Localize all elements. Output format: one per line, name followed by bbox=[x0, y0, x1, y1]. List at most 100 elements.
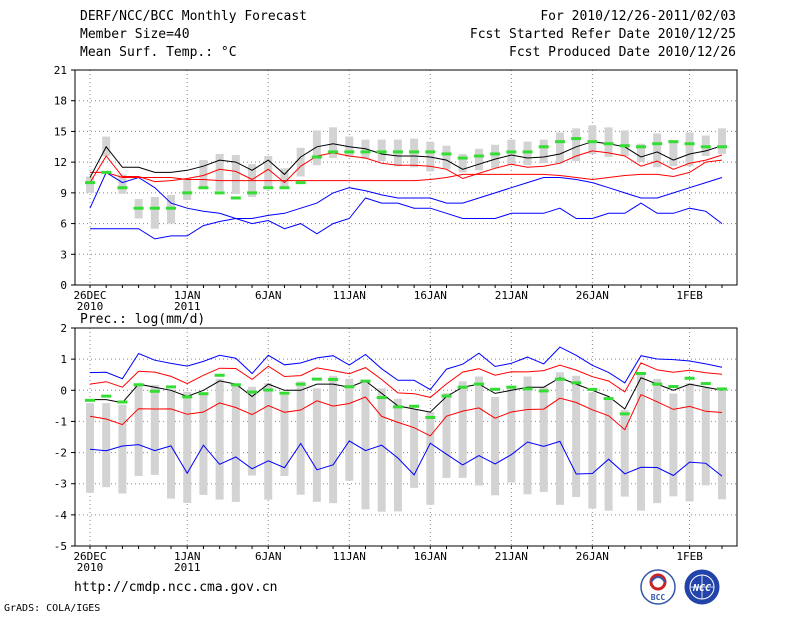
bcc-logo-text: BCC bbox=[651, 593, 666, 602]
box-whisker bbox=[361, 139, 370, 160]
lower-spread-line bbox=[89, 393, 723, 437]
min-line bbox=[89, 440, 723, 477]
median-marker bbox=[328, 150, 339, 154]
median-marker bbox=[279, 391, 290, 395]
box-whisker bbox=[523, 376, 532, 495]
y-tick-label: 9 bbox=[60, 187, 67, 200]
box-whisker bbox=[329, 375, 338, 504]
box-whisker bbox=[312, 388, 321, 502]
box-whisker bbox=[474, 376, 483, 486]
median-marker bbox=[635, 371, 646, 375]
box-whisker bbox=[86, 176, 94, 193]
median-marker bbox=[425, 150, 436, 154]
y-tick-label: -2 bbox=[54, 447, 67, 460]
median-marker bbox=[457, 385, 468, 389]
box-whisker bbox=[604, 400, 613, 511]
median-marker bbox=[376, 150, 387, 154]
median-marker bbox=[538, 145, 549, 149]
median-marker bbox=[214, 191, 225, 195]
x-tick-label: 16JAN bbox=[414, 550, 447, 563]
box-whisker bbox=[86, 403, 94, 493]
median-marker bbox=[166, 385, 177, 389]
median-marker bbox=[603, 142, 614, 146]
median-marker bbox=[214, 373, 225, 377]
median-marker bbox=[700, 382, 711, 386]
y-tick-label: 3 bbox=[60, 248, 67, 261]
y-tick-label: 1 bbox=[60, 353, 67, 366]
x-tick-label: 1FEB bbox=[676, 289, 703, 302]
median-marker bbox=[473, 154, 484, 158]
median-marker bbox=[490, 152, 501, 156]
box-whisker bbox=[685, 383, 694, 502]
median-marker bbox=[441, 152, 452, 156]
box-whisker bbox=[523, 141, 532, 166]
upper-spread-line bbox=[89, 362, 723, 398]
median-marker bbox=[409, 404, 420, 408]
box-whisker bbox=[442, 145, 451, 170]
median-marker bbox=[441, 394, 452, 398]
median-marker bbox=[117, 186, 128, 190]
median-marker bbox=[684, 376, 695, 380]
box-whisker bbox=[572, 128, 581, 162]
header-left: DERF/NCC/BCC Monthly Forecast Member Siz… bbox=[80, 8, 307, 62]
y-tick-label: 0 bbox=[60, 384, 67, 397]
median-marker bbox=[587, 140, 598, 144]
y-tick-label: -3 bbox=[54, 478, 67, 491]
median-marker bbox=[538, 389, 549, 393]
median-marker bbox=[700, 145, 711, 149]
box-whisker bbox=[134, 385, 143, 477]
variable-label: Mean Surf. Temp.: °C bbox=[80, 45, 237, 60]
median-marker bbox=[652, 142, 663, 146]
y-tick-label: -1 bbox=[54, 415, 67, 428]
box-whisker bbox=[491, 144, 500, 169]
min-line bbox=[90, 177, 723, 240]
x-tick-label: 21JAN bbox=[495, 550, 528, 563]
box-whisker bbox=[377, 139, 386, 162]
box-whisker bbox=[280, 168, 289, 187]
y-tick-label: -5 bbox=[54, 540, 67, 553]
logos: BCC NCC bbox=[640, 569, 720, 605]
median-marker bbox=[376, 396, 387, 400]
median-marker bbox=[635, 145, 646, 149]
box-whisker bbox=[199, 393, 208, 495]
x-tick-label: 11JAN bbox=[333, 550, 366, 563]
y-tick-label: 0 bbox=[60, 279, 67, 292]
median-marker bbox=[295, 181, 306, 185]
box-whisker bbox=[620, 410, 629, 497]
box-whisker bbox=[718, 128, 726, 154]
box-whisker bbox=[701, 387, 710, 486]
box-whisker bbox=[361, 380, 370, 510]
median-marker bbox=[490, 387, 501, 391]
median-marker bbox=[619, 412, 630, 416]
source-url[interactable]: http://cmdp.ncc.cma.gov.cn bbox=[74, 580, 278, 595]
x-tick-label: 26DEC bbox=[73, 550, 106, 563]
box-whisker bbox=[410, 409, 419, 488]
box-whisker bbox=[458, 381, 467, 478]
median-marker bbox=[457, 156, 468, 160]
box-whisker bbox=[636, 143, 645, 163]
y-tick-label: 18 bbox=[54, 95, 67, 108]
x-tick-label: 26JAN bbox=[576, 550, 609, 563]
median-marker bbox=[652, 382, 663, 386]
median-marker bbox=[247, 191, 258, 195]
x-tick-label: 2011 bbox=[174, 561, 201, 574]
box-whisker bbox=[669, 393, 678, 497]
box-whisker bbox=[653, 378, 662, 504]
x-tick-label: 2011 bbox=[174, 300, 201, 313]
x-tick-label: 6JAN bbox=[255, 550, 282, 563]
x-tick-label: 1JAN bbox=[174, 289, 201, 302]
median-marker bbox=[101, 394, 112, 398]
y-tick-label: 21 bbox=[54, 64, 67, 77]
median-marker bbox=[684, 142, 695, 146]
x-tick-label: 26JAN bbox=[576, 289, 609, 302]
box-whisker bbox=[215, 153, 224, 191]
median-marker bbox=[506, 150, 517, 154]
box-whisker bbox=[296, 147, 305, 177]
x-tick-label: 6JAN bbox=[255, 289, 282, 302]
median-marker bbox=[360, 379, 371, 383]
median-marker bbox=[717, 145, 727, 149]
median-marker bbox=[522, 150, 533, 154]
